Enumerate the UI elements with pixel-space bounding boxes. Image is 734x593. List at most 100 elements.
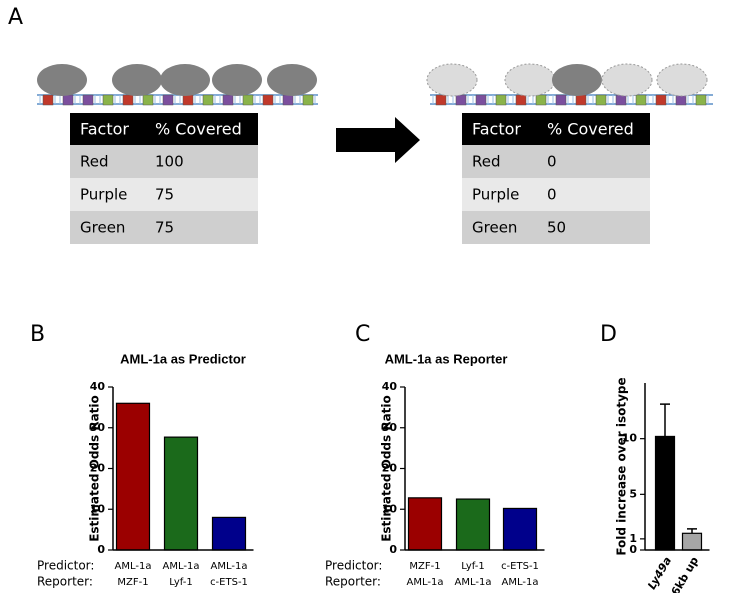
motif [142,94,154,106]
table-header-cell: Factor [80,120,129,139]
row-label: Reporter: [325,575,381,589]
y-tick-label: 40 [90,380,106,393]
table-cell: 75 [155,186,174,204]
protein [552,64,602,96]
table-header [70,113,258,145]
motif [242,94,254,106]
table-cell: Red [80,153,109,171]
protein [267,64,317,96]
y-tick-label: 30 [90,421,106,434]
motif [635,94,647,106]
table-header-cell: % Covered [547,120,634,139]
x-tick-label: c-ETS-1 [501,561,539,572]
bar [502,507,538,551]
y-tick-label: 5 [629,487,637,500]
motif [262,94,274,106]
y-tick-label: 10 [90,502,106,515]
y-tick-label: 40 [382,380,398,393]
y-axis-label: Estimated Odds Ratio [88,395,102,542]
motif [82,94,94,106]
motif [515,94,527,106]
table-cell: Green [80,219,125,237]
x-tick-label: 6kb up [669,554,702,593]
table-row [70,178,258,211]
protein [112,64,162,96]
table-cell: 100 [155,153,184,171]
motif [122,94,134,106]
panel-label: A [8,5,23,30]
protein [504,63,556,97]
protein [212,64,262,96]
x-tick-label: MZF-1 [117,577,148,588]
chart-title: AML-1a as Reporter [385,351,508,366]
protein [160,64,210,96]
motif [535,94,547,106]
motif [555,94,567,106]
motif [695,94,707,106]
table-header [462,113,650,145]
panel-label: B [30,322,45,347]
y-tick-label: 10 [622,432,638,445]
x-tick-label: Lyf-1 [461,561,485,572]
y-tick-label: 20 [382,462,398,475]
panel-label: C [355,322,370,347]
motif [102,94,114,106]
y-tick-label: 0 [97,543,105,556]
motif [675,94,687,106]
table-row [70,211,258,244]
table-cell: 50 [547,219,566,237]
x-tick-label: AML-1a [502,577,539,588]
motif [495,94,507,106]
bar [654,435,676,551]
table-cell: Red [472,153,501,171]
arrow [336,117,420,163]
table-row [462,178,650,211]
table-row [462,211,650,244]
table-row [70,145,258,178]
y-axis-label: Estimated Odds Ratio [380,395,394,542]
motif [615,94,627,106]
row-label: Predictor: [37,559,94,573]
motif [202,94,214,106]
table-cell: 0 [547,153,557,171]
bar [407,497,443,551]
table-header-cell: % Covered [155,120,242,139]
bar [681,532,703,551]
y-tick-label: 0 [389,543,397,556]
y-axis-label: Fold increase over isotype [615,377,629,555]
bar [211,516,247,551]
bar [455,498,491,551]
motif [575,94,587,106]
motif [475,94,487,106]
protein [37,64,87,96]
motif [302,94,314,106]
protein [426,63,478,97]
table-cell: Purple [472,186,519,204]
motif [182,94,194,106]
motif [435,94,447,106]
y-tick-label: 20 [90,462,106,475]
table-header-cell: Factor [472,120,521,139]
motif [62,94,74,106]
motif [162,94,174,106]
bar [163,436,199,551]
y-tick-label: 10 [382,502,398,515]
motif [595,94,607,106]
x-tick-label: Ly49a [645,555,674,592]
x-tick-label: AML-1a [455,577,492,588]
motif [42,94,54,106]
y-tick-label: 1 [629,532,637,545]
motif [655,94,667,106]
y-tick-label: 30 [382,421,398,434]
motif [282,94,294,106]
row-label: Predictor: [325,559,382,573]
x-tick-label: AML-1a [211,561,248,572]
table-cell: 75 [155,219,174,237]
x-tick-label: Lyf-1 [169,577,193,588]
y-tick-label: 0 [629,543,637,556]
table-cell: 0 [547,186,557,204]
x-tick-label: c-ETS-1 [210,577,248,588]
motif [222,94,234,106]
table-cell: Purple [80,186,127,204]
